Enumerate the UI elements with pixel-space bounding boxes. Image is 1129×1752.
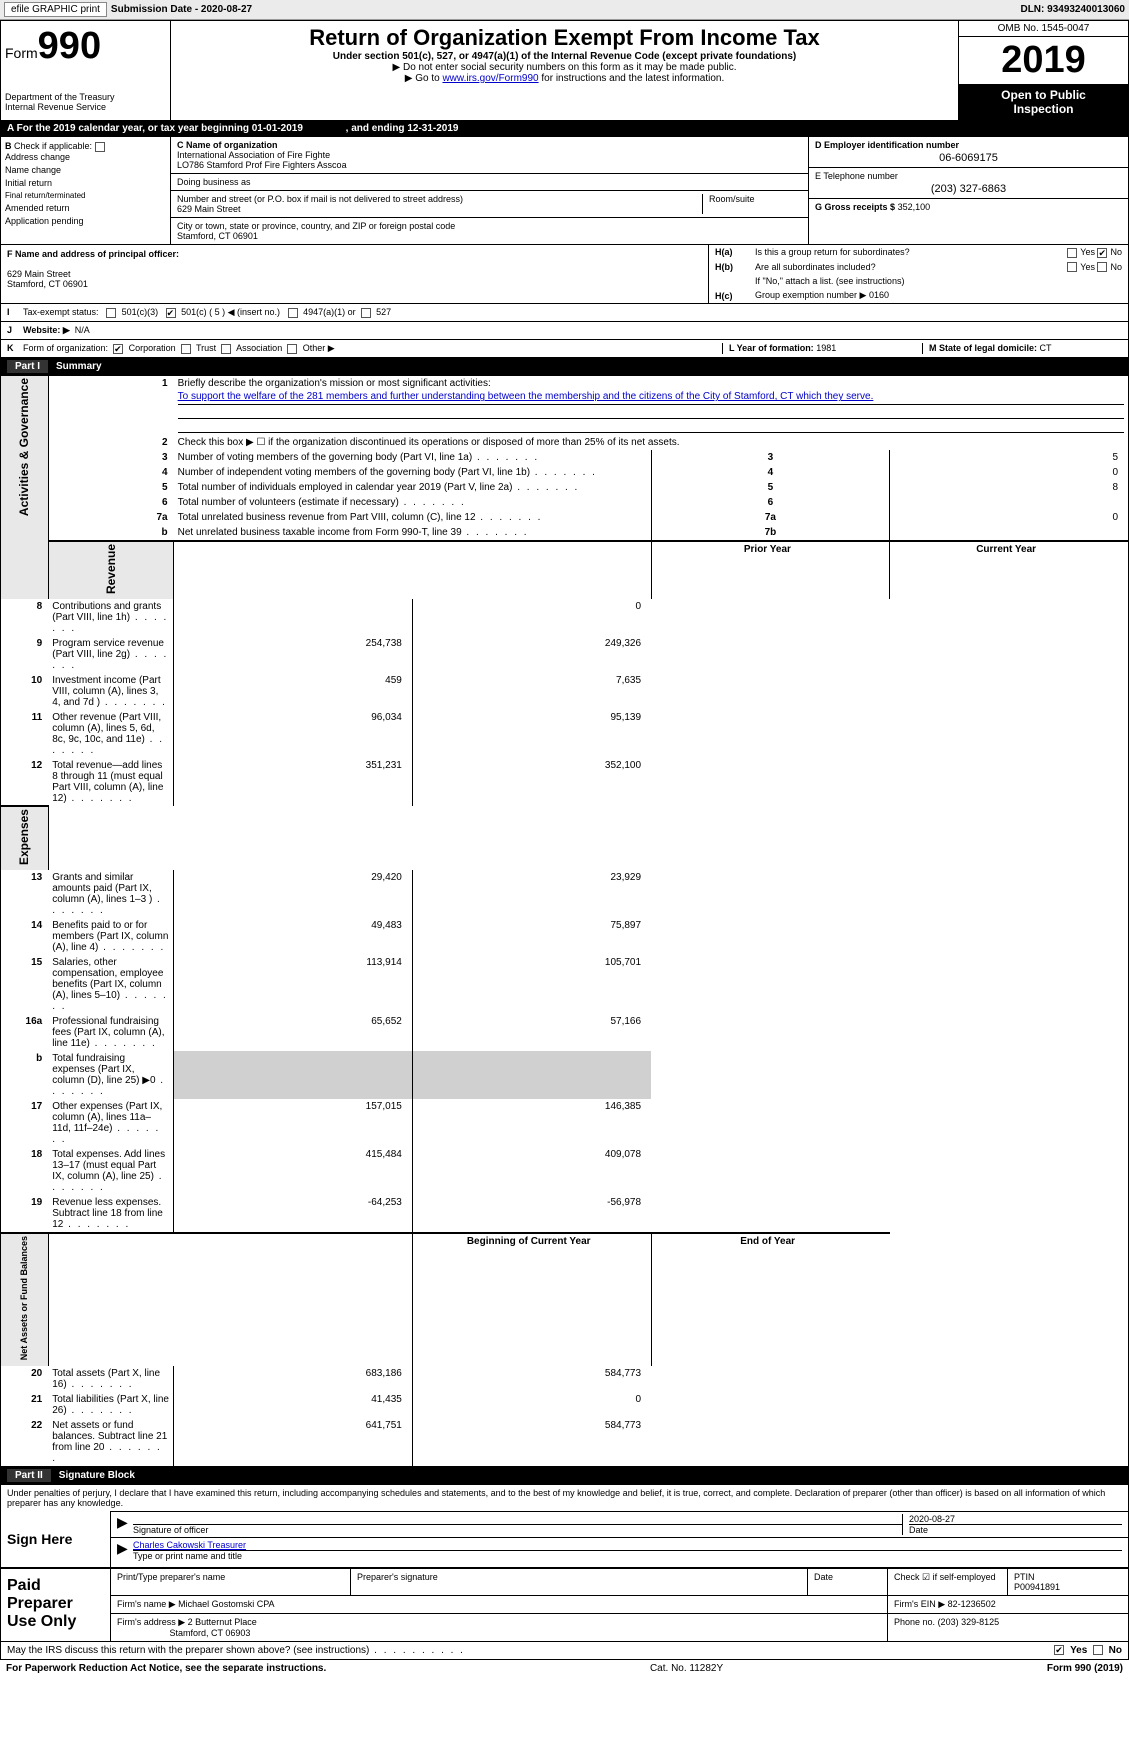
submission-date: Submission Date - 2020-08-27 (111, 4, 252, 15)
lbl-initial-return: Initial return (5, 178, 166, 188)
officer-addr-2: Stamford, CT 06901 (7, 279, 88, 289)
firm-addr-1: 2 Butternut Place (188, 1617, 257, 1627)
officer-addr-1: 629 Main Street (7, 269, 71, 279)
mission-text: To support the welfare of the 281 member… (178, 389, 1124, 405)
state-domicile: CT (1040, 343, 1052, 353)
part-1-header: Part I Summary (0, 358, 1129, 376)
cb-527[interactable] (361, 308, 371, 318)
sig-date: 2020-08-27 (909, 1514, 955, 1524)
firm-ein: 82-1236502 (948, 1599, 996, 1609)
table-row: 20Total assets (Part X, line 16)683,1865… (1, 1366, 1129, 1392)
side-revenue: Revenue (104, 544, 118, 594)
firm-phone: (203) 329-8125 (938, 1617, 1000, 1627)
city-state-zip: Stamford, CT 06901 (177, 231, 258, 241)
lbl-pending: Application pending (5, 216, 166, 226)
table-row: 10Investment income (Part VIII, column (… (1, 673, 1129, 710)
table-row: 12Total revenue—add lines 8 through 11 (… (1, 758, 1129, 806)
paid-preparer-label: Paid Preparer Use Only (1, 1569, 111, 1641)
irs-link[interactable]: www.irs.gov/Form990 (442, 73, 538, 84)
cb-hb-yes[interactable] (1067, 262, 1077, 272)
cb-trust[interactable] (181, 344, 191, 354)
cb-address-change[interactable] (95, 142, 105, 152)
perjury-statement: Under penalties of perjury, I declare th… (1, 1485, 1128, 1511)
row-j-website: J Website: ▶ N/A (0, 322, 1129, 340)
table-row: bTotal fundraising expenses (Part IX, co… (1, 1051, 1129, 1099)
discuss-row: May the IRS discuss this return with the… (0, 1642, 1129, 1660)
side-expenses: Expenses (17, 809, 31, 865)
cb-corp[interactable] (113, 344, 123, 354)
org-name-2: LO786 Stamford Prof Fire Fighters Asscoa (177, 160, 347, 170)
cb-501c[interactable] (166, 308, 176, 318)
form-number: Form990 (5, 25, 166, 68)
entity-info-block: B Check if applicable: Address change Na… (0, 137, 1129, 245)
cb-discuss-no[interactable] (1093, 1645, 1103, 1655)
cb-ha-no[interactable] (1097, 248, 1107, 258)
tax-year: 2019 (959, 37, 1128, 84)
cb-hb-no[interactable] (1097, 262, 1107, 272)
side-net-assets: Net Assets or Fund Balances (19, 1236, 29, 1360)
table-row: 22Net assets or fund balances. Subtract … (1, 1418, 1129, 1467)
form-note-1: ▶ Do not enter social security numbers o… (175, 62, 954, 73)
table-row: 17Other expenses (Part IX, column (A), l… (1, 1099, 1129, 1147)
cb-assoc[interactable] (221, 344, 231, 354)
table-row: 18Total expenses. Add lines 13–17 (must … (1, 1147, 1129, 1195)
col-b-checkboxes: B Check if applicable: Address change Na… (1, 137, 171, 244)
lbl-amended: Amended return (5, 203, 166, 213)
footer-line: For Paperwork Reduction Act Notice, see … (0, 1660, 1129, 1677)
website-value: N/A (75, 325, 90, 335)
open-to-public: Open to PublicInspection (959, 84, 1128, 120)
table-row: 8Contributions and grants (Part VIII, li… (1, 599, 1129, 636)
firm-addr-2: Stamford, CT 06903 (170, 1628, 251, 1638)
top-toolbar: efile GRAPHIC print Submission Date - 20… (0, 0, 1129, 20)
form-subtitle: Under section 501(c), 527, or 4947(a)(1)… (175, 51, 954, 62)
table-row: 19Revenue less expenses. Subtract line 1… (1, 1195, 1129, 1233)
col-d-ein-phone: D Employer identification number 06-6069… (808, 137, 1128, 244)
summary-table: Activities & Governance 1 Briefly descri… (0, 376, 1129, 1466)
room-suite: Room/suite (702, 194, 802, 214)
table-row: 21Total liabilities (Part X, line 26)41,… (1, 1392, 1129, 1418)
form-title: Return of Organization Exempt From Incom… (175, 25, 954, 51)
table-row: 13Grants and similar amounts paid (Part … (1, 870, 1129, 918)
dln-label: DLN: 93493240013060 (1020, 4, 1125, 15)
year-formation: 1981 (816, 343, 836, 353)
cb-discuss-yes[interactable] (1054, 1645, 1064, 1655)
table-row: 15Salaries, other compensation, employee… (1, 955, 1129, 1014)
cb-ha-yes[interactable] (1067, 248, 1077, 258)
gross-receipts: 352,100 (898, 202, 931, 212)
row-i-tax-status: I Tax-exempt status: 501(c)(3) 501(c) ( … (0, 304, 1129, 322)
group-exemption: 0160 (869, 290, 889, 300)
part-2-header: Part II Signature Block (0, 1467, 1129, 1485)
cb-other[interactable] (287, 344, 297, 354)
ein-value: 06-6069175 (815, 150, 1122, 164)
dept-label: Department of the Treasury Internal Reve… (5, 92, 166, 112)
table-row: 9Program service revenue (Part VIII, lin… (1, 636, 1129, 673)
col-c-name-address: C Name of organization International Ass… (171, 137, 808, 244)
paid-preparer-block: Paid Preparer Use Only Print/Type prepar… (1, 1567, 1128, 1641)
org-name-1: International Association of Fire Fighte (177, 150, 330, 160)
phone-value: (203) 327-6863 (815, 181, 1122, 195)
lbl-final-return: Final return/terminated (5, 191, 166, 200)
street-address: 629 Main Street (177, 204, 241, 214)
form-note-2: ▶ Go to www.irs.gov/Form990 for instruct… (175, 73, 954, 84)
sign-here-label: Sign Here (1, 1511, 111, 1567)
officer-name[interactable]: Charles Cakowski Treasurer (133, 1540, 246, 1550)
efile-button[interactable]: efile GRAPHIC print (4, 2, 107, 17)
lbl-name-change: Name change (5, 165, 166, 175)
row-a-tax-year: A For the 2019 calendar year, or tax yea… (0, 121, 1129, 137)
firm-name: Michael Gostomski CPA (178, 1599, 274, 1609)
officer-group-block: F Name and address of principal officer:… (0, 245, 1129, 304)
table-row: 11Other revenue (Part VIII, column (A), … (1, 710, 1129, 758)
side-governance: Activities & Governance (17, 378, 31, 516)
lbl-address-change: Address change (5, 152, 166, 162)
ptin-value: P00941891 (1014, 1582, 1060, 1592)
row-k-form-org: K Form of organization: Corporation Trus… (0, 340, 1129, 358)
cb-501c3[interactable] (106, 308, 116, 318)
form-header: Form990 Department of the Treasury Inter… (0, 20, 1129, 121)
signature-block: Under penalties of perjury, I declare th… (0, 1485, 1129, 1642)
cb-4947[interactable] (288, 308, 298, 318)
omb-number: OMB No. 1545-0047 (959, 21, 1128, 37)
table-row: 14Benefits paid to or for members (Part … (1, 918, 1129, 955)
table-row: 16aProfessional fundraising fees (Part I… (1, 1014, 1129, 1051)
